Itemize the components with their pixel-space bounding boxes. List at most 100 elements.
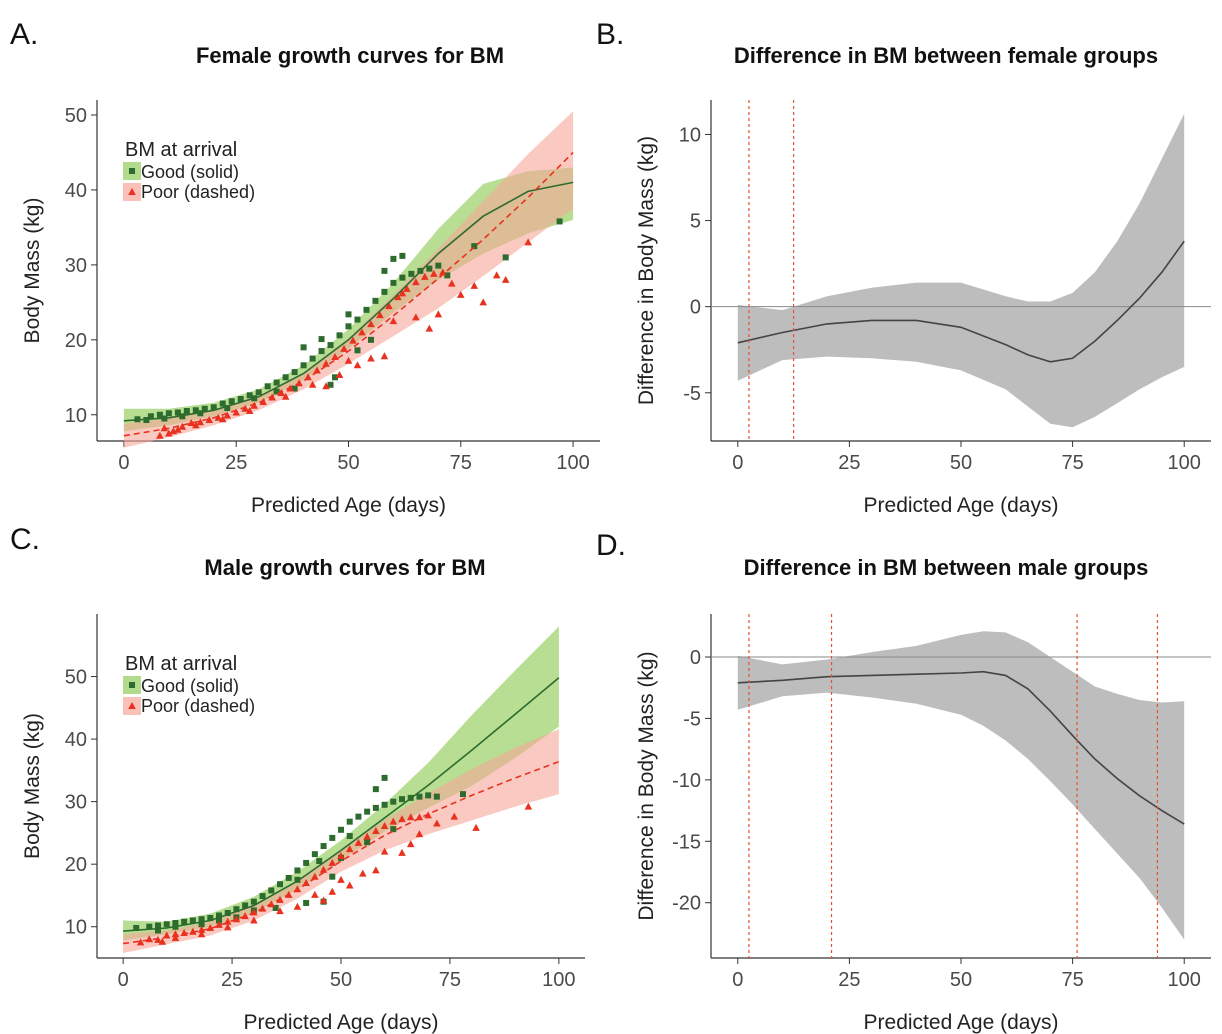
good-data-point	[367, 336, 374, 343]
chart-plot: 0 25 50 75 100 -20 -15 -10 -5 0 Predicted Age (day…	[635, 614, 1211, 1034]
chart-plot: 0 25 50 75 100 -5 0 5 10 Predicted Age (days) Diff…	[635, 100, 1211, 517]
panel-d: D. Difference in BM between male groups …	[596, 517, 1222, 1034]
y-tick-label: -5	[683, 383, 701, 405]
good-data-point	[318, 336, 325, 343]
poor-data-point	[281, 392, 290, 400]
good-data-point	[372, 786, 379, 793]
poor-data-point	[241, 404, 250, 412]
x-tick-label: 50	[337, 452, 359, 474]
good-data-point	[259, 893, 266, 900]
panel-c: C. Male growth curves for BM 0 25 50 75 100 1…	[0, 517, 611, 1034]
chart-title: Difference in BM between male groups	[743, 555, 1149, 580]
poor-data-point	[313, 366, 321, 374]
poor-data-point	[302, 878, 310, 886]
good-data-point	[372, 297, 379, 304]
poor-data-point	[162, 931, 171, 939]
good-data-point	[309, 355, 316, 362]
chart-plot: 0 25 50 75 100 10 20 30 40 50 Predicted Age (days)…	[21, 614, 585, 1034]
poor-data-point	[174, 425, 182, 433]
poor-data-point	[156, 431, 164, 439]
good-data-point	[381, 267, 388, 274]
good-data-point	[390, 826, 397, 833]
x-tick-label: 50	[330, 969, 352, 991]
poor-fit-line	[123, 151, 574, 437]
good-data-point	[291, 369, 298, 376]
good-data-point	[435, 262, 442, 269]
good-data-point	[345, 323, 352, 330]
good-data-point	[237, 396, 244, 403]
poor-data-point	[345, 881, 354, 889]
x-tick-label: 75	[450, 452, 472, 474]
poor-confidence-band	[123, 729, 559, 953]
poor-data-point	[319, 865, 328, 873]
y-tick-label: 30	[65, 792, 87, 814]
y-tick-label: -20	[672, 893, 701, 915]
poor-data-point	[389, 817, 398, 825]
good-data-point	[345, 311, 352, 318]
good-data-point	[163, 921, 170, 928]
poor-data-point	[433, 819, 441, 827]
poor-data-point	[328, 887, 337, 895]
y-axis-label: Difference in Body Mass (kg)	[635, 651, 658, 920]
x-axis-label: Predicted Age (days)	[251, 494, 446, 517]
x-axis-label: Predicted Age (days)	[864, 1011, 1059, 1034]
poor-data-point	[335, 371, 344, 379]
good-data-point	[502, 254, 509, 261]
poor-data-point	[354, 838, 363, 846]
x-tick-label: 0	[118, 452, 129, 474]
good-data-point	[147, 413, 154, 420]
poor-data-point	[223, 411, 232, 419]
poor-data-point	[398, 848, 406, 856]
poor-data-point	[328, 858, 337, 866]
good-data-point	[364, 839, 371, 846]
y-tick-label: -5	[683, 708, 701, 730]
good-data-point	[133, 924, 140, 931]
x-tick-label: 25	[225, 452, 247, 474]
legend-item-good: Good (solid)	[141, 676, 239, 696]
y-tick-label: 20	[65, 854, 87, 876]
x-tick-label: 100	[1168, 452, 1201, 474]
x-tick-label: 50	[950, 969, 972, 991]
good-data-point	[426, 265, 433, 272]
panel-a: A. Female growth curves for BM 0 25 50 75 10…	[0, 0, 611, 517]
good-data-point	[364, 808, 371, 815]
legend-key-poor-marker	[128, 188, 136, 195]
y-tick-label: 5	[690, 211, 701, 233]
poor-data-point	[259, 398, 267, 406]
poor-data-point	[398, 815, 406, 823]
poor-data-point	[223, 923, 232, 931]
poor-data-point	[158, 937, 167, 945]
poor-data-point	[412, 278, 420, 286]
panel-letter: C.	[10, 523, 40, 556]
good-data-point	[327, 342, 334, 349]
poor-data-point	[376, 311, 384, 319]
y-tick-label: 10	[65, 405, 87, 427]
poor-data-point	[308, 380, 317, 388]
good-data-point	[201, 405, 208, 412]
good-data-point	[300, 362, 307, 369]
y-axis-label: Difference in Body Mass (kg)	[635, 136, 658, 405]
x-tick-label: 50	[950, 452, 972, 474]
chart-title: Male growth curves for BM	[204, 555, 486, 580]
poor-data-point	[344, 356, 353, 364]
poor-data-point	[380, 847, 389, 855]
good-data-point	[336, 332, 343, 339]
poor-data-point	[218, 415, 227, 423]
poor-data-point	[380, 822, 389, 830]
good-data-point	[172, 919, 179, 926]
y-axis-label: Body Mass (kg)	[21, 198, 44, 344]
poor-data-point	[472, 823, 480, 831]
good-data-point	[444, 272, 451, 279]
good-data-point	[216, 917, 222, 924]
poor-data-point	[380, 352, 389, 360]
legend-key-poor-marker	[128, 702, 136, 709]
poor-data-point	[245, 407, 254, 415]
good-data-point	[460, 791, 466, 798]
poor-data-point	[276, 907, 284, 915]
good-data-point	[381, 801, 388, 808]
y-tick-label: 20	[65, 330, 87, 352]
poor-data-point	[205, 416, 214, 424]
y-tick-label: 40	[65, 729, 87, 751]
poor-fit-line	[122, 760, 560, 945]
good-data-point	[433, 793, 440, 800]
